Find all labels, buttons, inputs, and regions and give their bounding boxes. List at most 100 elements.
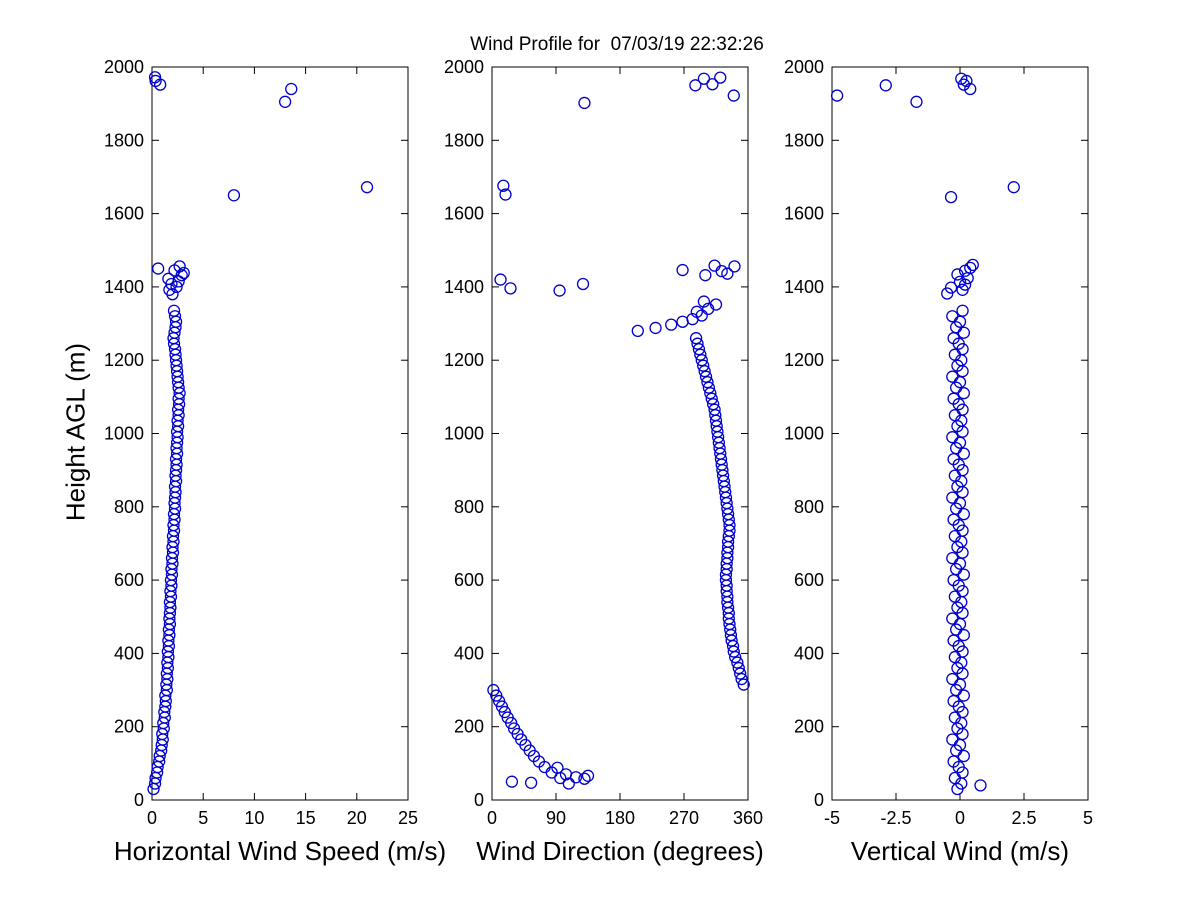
data-point <box>702 381 716 394</box>
data-point <box>910 95 923 108</box>
data-point <box>946 310 959 323</box>
xlabel-horizontal-wind-speed: Horizontal Wind Speed (m/s) <box>113 836 447 866</box>
data-point <box>974 779 987 792</box>
y-tick-label: 400 <box>114 643 144 663</box>
y-tick-label: 1200 <box>104 350 144 370</box>
y-tick-label: 1200 <box>444 350 484 370</box>
data-point <box>735 672 748 686</box>
y-tick-label: 200 <box>114 717 144 737</box>
data-point <box>727 89 740 102</box>
data-point <box>1007 181 1020 194</box>
subplot-2: -5 -2.5 0 2.5 5 0 200 400 600 800 1000 1200 1400 1600… <box>784 57 1093 828</box>
data-point <box>494 273 507 286</box>
data-point <box>691 337 704 350</box>
x-tick-label: 5 <box>1083 808 1093 828</box>
data-point <box>695 354 708 367</box>
x-tick-label: 10 <box>244 808 264 828</box>
data-point <box>697 295 711 308</box>
y-tick-label: 1800 <box>444 130 484 150</box>
y-tick-label: 800 <box>114 497 144 517</box>
data-point <box>701 376 714 389</box>
data-point <box>578 96 591 110</box>
data-point <box>149 74 162 88</box>
data-point <box>946 672 959 686</box>
x-tick-label: 0 <box>147 808 157 828</box>
data-point <box>731 656 744 669</box>
y-tick-label: 1000 <box>784 424 824 444</box>
y-tick-label: 1400 <box>104 277 144 297</box>
data-point <box>698 365 711 378</box>
data-point <box>168 310 182 323</box>
data-point <box>631 324 644 338</box>
data-point <box>721 267 734 280</box>
data-point <box>676 315 689 328</box>
data-point <box>946 491 959 504</box>
ylabel-height-agl: Height AGL (m) <box>60 342 91 522</box>
data-point <box>505 775 519 788</box>
data-point <box>728 260 741 273</box>
data-point <box>946 612 959 625</box>
data-point <box>704 387 717 400</box>
y-tick-label: 600 <box>454 570 484 590</box>
y-tick-label: 0 <box>474 790 484 810</box>
y-tick-label: 1200 <box>784 350 824 370</box>
data-point <box>957 507 970 521</box>
y-tick-label: 2000 <box>104 57 144 77</box>
xlabel-wind-direction: Wind Direction (degrees) <box>476 836 764 866</box>
x-tick-label: 360 <box>733 808 763 828</box>
data-point <box>830 89 844 102</box>
data-point <box>692 343 706 356</box>
data-point <box>715 264 728 278</box>
x-tick-label: -5 <box>824 808 840 828</box>
data-point <box>581 769 595 782</box>
y-tick-label: 2000 <box>444 57 484 77</box>
y-tick-label: 1400 <box>444 277 484 297</box>
data-point <box>689 79 702 92</box>
data-point <box>957 749 970 763</box>
subplot-1: 0 90 180 270 360 0 200 400 600 800 1000 1200 1400 160… <box>444 57 763 828</box>
data-point <box>714 71 727 84</box>
data-point <box>699 370 713 383</box>
data-point <box>676 263 689 277</box>
x-tick-label: 0 <box>487 808 497 828</box>
data-point <box>706 78 719 91</box>
data-point <box>734 667 747 680</box>
data-point <box>879 79 892 92</box>
data-point <box>957 689 970 702</box>
data-point <box>162 272 175 285</box>
data-point <box>551 761 564 774</box>
scatter-points <box>487 71 750 790</box>
data-point <box>957 326 970 339</box>
data-point <box>964 82 977 96</box>
data-point <box>499 188 512 201</box>
data-point <box>504 282 517 295</box>
data-point <box>946 551 959 565</box>
x-tick-label: 20 <box>347 808 367 828</box>
data-point <box>689 332 703 345</box>
data-point <box>708 403 721 416</box>
data-point <box>553 284 566 297</box>
data-point <box>946 733 959 746</box>
data-point <box>562 777 575 790</box>
y-tick-label: 1800 <box>104 130 144 150</box>
y-tick-label: 1400 <box>784 277 824 297</box>
y-tick-label: 800 <box>454 497 484 517</box>
y-tick-label: 1600 <box>104 204 144 224</box>
y-tick-label: 200 <box>454 717 484 737</box>
y-tick-label: 600 <box>114 570 144 590</box>
y-tick-label: 1000 <box>444 424 484 444</box>
data-point <box>946 431 959 444</box>
data-point <box>649 321 662 335</box>
y-tick-label: 200 <box>794 717 824 737</box>
chart-title: Wind Profile for 07/03/19 22:32:26 <box>470 34 764 55</box>
data-point <box>966 258 979 272</box>
data-point <box>946 370 959 383</box>
scatter-points <box>147 71 374 796</box>
data-point <box>578 772 591 785</box>
data-point <box>497 179 510 192</box>
data-point <box>964 261 977 274</box>
y-tick-label: 0 <box>134 790 144 810</box>
axes-box <box>491 66 749 801</box>
y-tick-label: 400 <box>454 643 484 663</box>
data-point <box>709 298 723 311</box>
